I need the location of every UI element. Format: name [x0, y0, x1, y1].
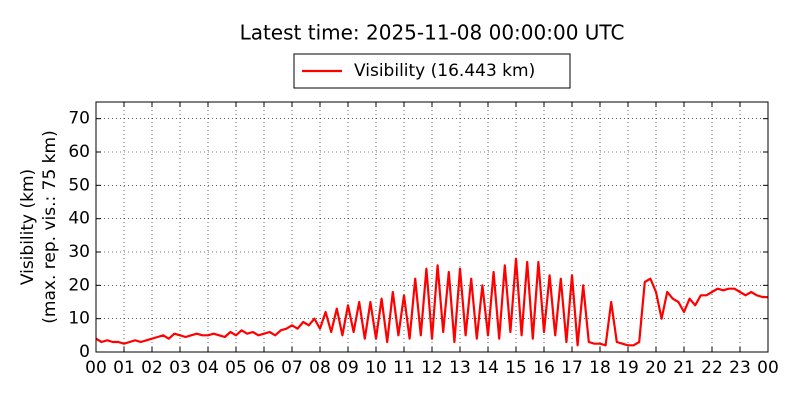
x-tick-label: 08 — [309, 358, 331, 378]
y-tick-label: 20 — [68, 275, 90, 295]
series-line — [95, 257, 769, 347]
x-tick-label: 04 — [197, 358, 219, 378]
x-tick-label: 00 — [85, 358, 107, 378]
x-tick-label: 01 — [113, 358, 135, 378]
x-tick-label: 07 — [281, 358, 303, 378]
x-tick-label: 20 — [645, 358, 667, 378]
y-tick-label: 40 — [68, 209, 90, 229]
x-tick-label: 18 — [589, 358, 611, 378]
legend: Visibility (16.443 km) — [293, 53, 571, 89]
x-tick-label: 22 — [701, 358, 723, 378]
x-tick-label: 10 — [365, 358, 387, 378]
y-tick-label: 0 — [79, 342, 90, 362]
x-tick-label: 06 — [253, 358, 275, 378]
x-tick-label: 23 — [729, 358, 751, 378]
y-tick-label: 60 — [68, 142, 90, 162]
x-tick-label: 21 — [673, 358, 695, 378]
y-tick-label: 30 — [68, 242, 90, 262]
y-tick-label: 10 — [68, 309, 90, 329]
legend-label: Visibility (16.443 km) — [354, 61, 535, 81]
x-tick-label: 15 — [505, 358, 527, 378]
x-tick-label: 14 — [477, 358, 499, 378]
x-tick-label: 00 — [757, 358, 779, 378]
x-tick-label: 17 — [561, 358, 583, 378]
x-tick-label: 16 — [533, 358, 555, 378]
plot-frame — [95, 101, 769, 353]
x-tick-label: 09 — [337, 358, 359, 378]
y-tick-label: 70 — [68, 109, 90, 129]
x-tick-label: 13 — [449, 358, 471, 378]
x-tick-label: 19 — [617, 358, 639, 378]
x-tick-label: 11 — [393, 358, 415, 378]
x-tick-label: 12 — [421, 358, 443, 378]
x-tick-label: 03 — [169, 358, 191, 378]
y-tick-label: 50 — [68, 175, 90, 195]
x-tick-label: 02 — [141, 358, 163, 378]
chart-title: Latest time: 2025-11-08 00:00:00 UTC — [240, 21, 625, 45]
y-axis-label: Visibility (km) (max. rep. vis.: 75 km) — [18, 130, 60, 323]
y-label-line: Visibility (km) — [18, 169, 38, 285]
x-tick-label: 05 — [225, 358, 247, 378]
y-label-line: (max. rep. vis.: 75 km) — [40, 130, 60, 323]
